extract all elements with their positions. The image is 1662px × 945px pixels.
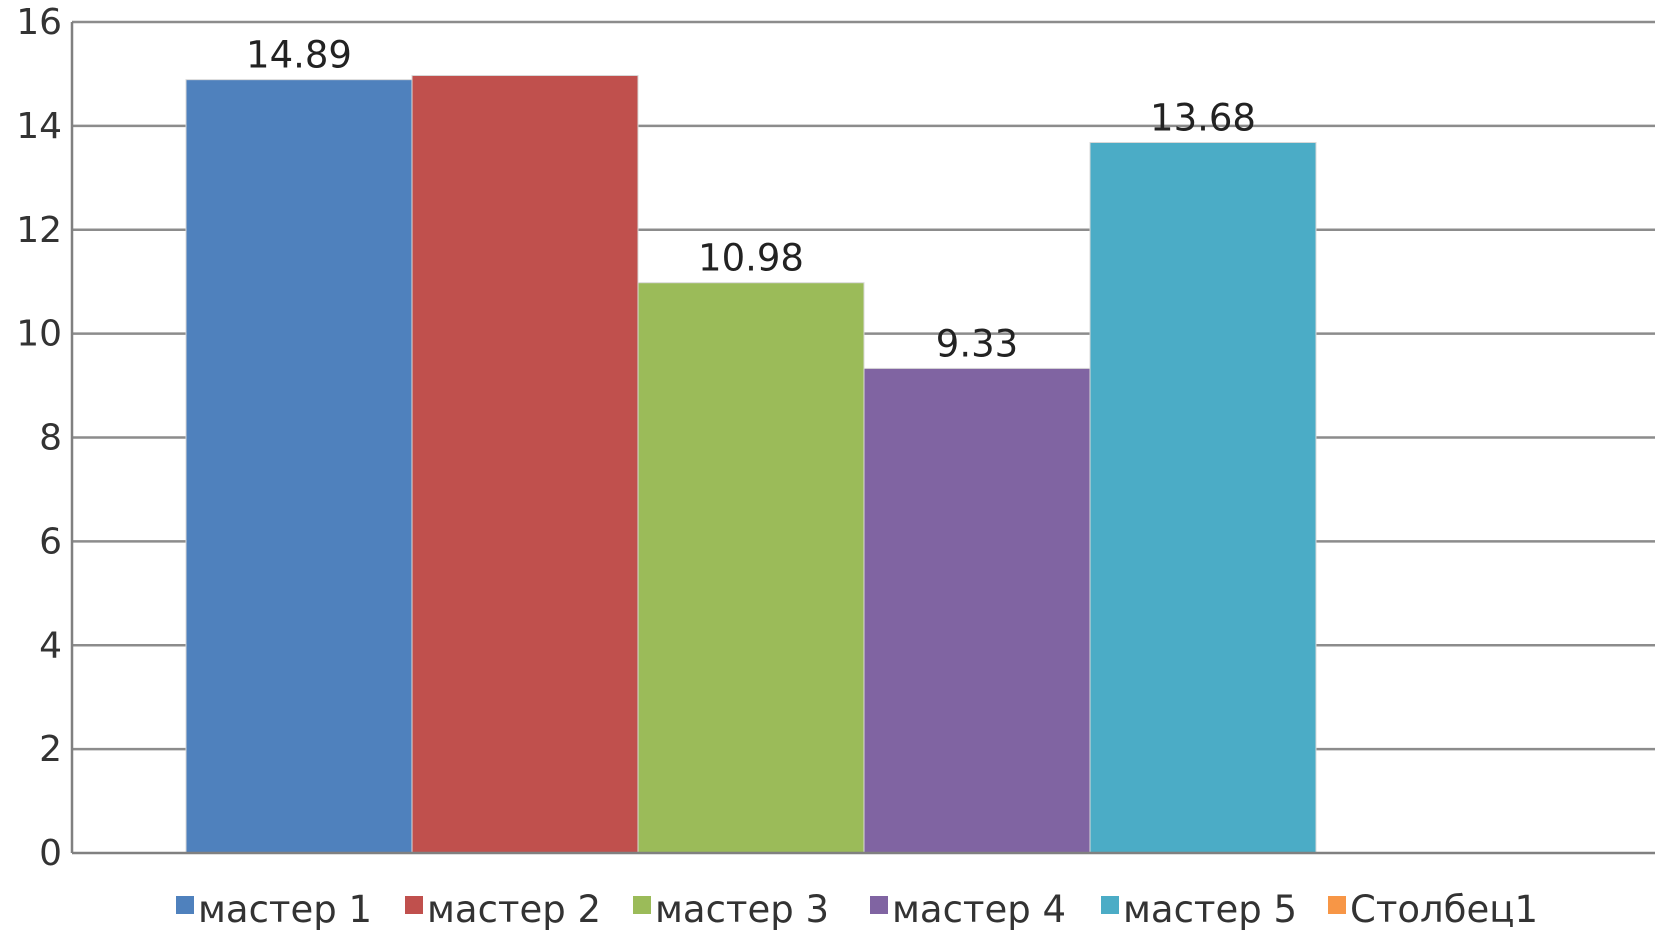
- data-labels: 14.89 10.98 9.33 13.68: [246, 34, 1256, 366]
- legend-item-label: мастер 5: [1123, 888, 1297, 931]
- bars: [185, 74, 1317, 854]
- data-label: 13.68: [1150, 96, 1256, 139]
- y-tick-label: 2: [39, 729, 62, 770]
- legend-item-label: мастер 2: [427, 888, 601, 931]
- y-tick-label: 6: [39, 521, 62, 562]
- legend-item-label: Столбец1: [1350, 888, 1538, 931]
- axes: [70, 22, 1655, 855]
- legend-swatch: [870, 896, 888, 914]
- data-label: 14.89: [246, 34, 352, 77]
- bar: [863, 367, 1091, 854]
- bar: [185, 79, 413, 854]
- legend-item-label: мастер 4: [892, 888, 1066, 931]
- y-tick-label: 10: [16, 314, 62, 355]
- y-tick-label: 8: [39, 418, 62, 459]
- legend-item-label: мастер 1: [198, 888, 372, 931]
- bar: [1089, 141, 1317, 854]
- legend-swatch: [405, 896, 423, 914]
- legend-item-label: мастер 3: [655, 888, 829, 931]
- y-tick-labels: 0 2 4 6 8 10 12 14 16: [16, 2, 62, 874]
- data-label: 9.33: [936, 322, 1018, 365]
- data-label: 10.98: [698, 237, 804, 280]
- legend: мастер 1 мастер 2 мастер 3 мастер 4 мастер 5…: [176, 888, 1538, 931]
- y-tick-label: 16: [16, 2, 62, 43]
- legend-swatch: [1328, 896, 1346, 914]
- bar: [637, 282, 865, 854]
- y-tick-label: 14: [16, 106, 62, 147]
- legend-swatch: [1101, 896, 1119, 914]
- y-tick-label: 12: [16, 210, 62, 251]
- legend-swatch: [176, 896, 194, 914]
- bar: [411, 74, 639, 854]
- y-tick-label: 0: [39, 833, 62, 874]
- y-tick-label: 4: [39, 625, 62, 666]
- legend-swatch: [633, 896, 651, 914]
